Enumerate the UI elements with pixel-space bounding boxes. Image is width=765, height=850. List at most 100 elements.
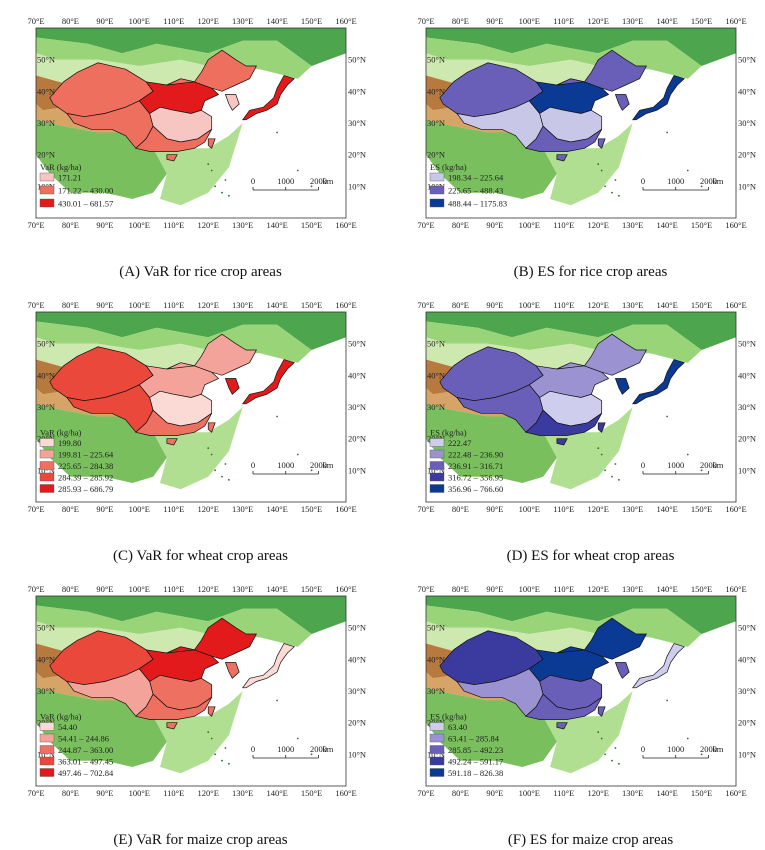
- terrain-band: [36, 312, 346, 350]
- lat-tick-label: 10°N: [348, 181, 366, 191]
- legend-swatch: [39, 722, 55, 731]
- region-taiwan: [207, 422, 216, 433]
- lon-tick-label: 100°E: [129, 16, 150, 26]
- island-dot: [597, 163, 600, 166]
- lat-tick-label: 30°N: [738, 686, 756, 696]
- legend-label: 171.22 – 430.00: [58, 186, 113, 196]
- lon-tick-label: 140°E: [266, 788, 287, 798]
- legend: ES (kg/ha)198.34 – 225.64 225.65 – 488.43…: [429, 162, 507, 209]
- legend-swatch: [39, 461, 55, 470]
- region-korea: [224, 662, 240, 679]
- lon-tick-label: 150°E: [301, 16, 322, 26]
- lon-tick-label: 130°E: [622, 788, 643, 798]
- lon-tick-label: 140°E: [266, 220, 287, 230]
- region-korea: [224, 378, 240, 395]
- legend-title: VaR (kg/ha): [40, 162, 81, 172]
- legend: VaR (kg/ha)171.21 171.22 – 430.00 430.01 –…: [39, 162, 113, 209]
- panel-caption: (F) ES for maize crop areas: [507, 832, 674, 848]
- island-dot: [617, 478, 620, 481]
- panel-f: 70°E 70°E 80°E 80°E 90°E 90°E 100°E 100°E 110°E 1…: [417, 580, 763, 850]
- lon-tick-label: 110°E: [163, 584, 184, 594]
- lon-tick-label: 70°E: [417, 504, 434, 514]
- scale-tick-label: 0: [641, 176, 645, 186]
- lon-tick-label: 80°E: [452, 584, 469, 594]
- island-dot: [604, 185, 607, 188]
- island-dot: [686, 737, 689, 740]
- island-dot: [666, 699, 669, 702]
- lon-tick-label: 160°E: [725, 504, 746, 514]
- region-northeast: [556, 333, 647, 376]
- legend-label: 63.41 – 285.84: [448, 734, 500, 744]
- scale-tick-label: 1000: [667, 744, 684, 754]
- lon-tick-label: 150°E: [301, 300, 322, 310]
- lon-tick-label: 100°E: [519, 300, 540, 310]
- lon-tick-label: 140°E: [656, 220, 677, 230]
- legend-swatch: [429, 449, 445, 459]
- lat-tick-label: 30°N: [37, 118, 55, 128]
- legend-label: 222.48 – 236.90: [448, 450, 503, 460]
- lat-tick-label: 10°N: [738, 181, 756, 191]
- lat-tick-label: 10°N: [427, 749, 445, 759]
- legend-label: 285.93 – 686.79: [58, 484, 113, 494]
- lat-tick-label: 40°N: [738, 654, 756, 664]
- island-dot: [617, 194, 620, 197]
- legend-swatch: [39, 733, 55, 743]
- island-dot: [600, 737, 603, 740]
- legend-label: 236.91 – 316.71: [448, 461, 503, 471]
- scale-unit: km: [322, 176, 333, 186]
- lat-tick-label: 30°N: [37, 686, 55, 696]
- lon-tick-label: 80°E: [62, 300, 79, 310]
- lon-tick-label: 120°E: [198, 220, 219, 230]
- lon-tick-label: 160°E: [335, 788, 356, 798]
- lon-tick-label: 130°E: [232, 504, 253, 514]
- lon-tick-label: 120°E: [198, 300, 219, 310]
- lat-tick-label: 50°N: [427, 55, 445, 65]
- panel-c: 70°E 70°E 80°E 80°E 90°E 90°E 100°E 100°E 110°E 1…: [27, 296, 373, 566]
- map-b: 70°E 70°E 80°E 80°E 90°E 90°E 100°E 100°E 110°E 1…: [417, 16, 756, 230]
- lon-tick-label: 140°E: [266, 16, 287, 26]
- lat-tick-label: 50°N: [37, 339, 55, 349]
- lon-tick-label: 70°E: [417, 788, 434, 798]
- lon-tick-label: 150°E: [301, 788, 322, 798]
- scale-unit: km: [322, 744, 333, 754]
- region-northeast: [556, 617, 647, 660]
- lat-tick-label: 10°N: [37, 749, 55, 759]
- panel-caption: (A) VaR for rice crop areas: [119, 264, 282, 280]
- lon-tick-label: 70°E: [27, 220, 44, 230]
- lat-tick-label: 20°N: [348, 718, 366, 728]
- island-dot: [214, 753, 217, 756]
- island-dot: [276, 699, 279, 702]
- lon-tick-label: 70°E: [27, 16, 44, 26]
- legend-label: 363.01 – 497.45: [58, 757, 113, 767]
- region-taiwan: [207, 138, 216, 149]
- lon-tick-label: 140°E: [266, 504, 287, 514]
- lon-tick-label: 90°E: [486, 584, 503, 594]
- panel-d: 70°E 70°E 80°E 80°E 90°E 90°E 100°E 100°E 110°E 1…: [417, 296, 763, 566]
- legend-title: ES (kg/ha): [430, 428, 467, 438]
- lon-tick-label: 80°E: [452, 788, 469, 798]
- legend-label: 244.87 – 363.00: [58, 745, 113, 755]
- legend-label: 225.65 – 284.38: [58, 461, 113, 471]
- lon-tick-label: 90°E: [486, 788, 503, 798]
- legend-swatch: [429, 733, 445, 743]
- island-dot: [614, 463, 617, 465]
- map-frame: [425, 311, 737, 503]
- lon-tick-label: 160°E: [725, 788, 746, 798]
- lon-tick-label: 110°E: [163, 504, 184, 514]
- lon-tick-label: 110°E: [553, 220, 574, 230]
- island-dot: [221, 759, 223, 762]
- scale-unit: km: [712, 176, 723, 186]
- lon-tick-label: 80°E: [62, 220, 79, 230]
- lat-tick-label: 20°N: [738, 434, 756, 444]
- lon-tick-label: 130°E: [622, 220, 643, 230]
- scale-tick-label: 0: [251, 744, 255, 754]
- lon-tick-label: 130°E: [232, 220, 253, 230]
- scale-tick-label: 1000: [667, 176, 684, 186]
- lon-tick-label: 120°E: [588, 504, 609, 514]
- island-dot: [207, 447, 210, 450]
- lat-tick-label: 30°N: [738, 118, 756, 128]
- scale-tick-label: 2000: [310, 176, 327, 186]
